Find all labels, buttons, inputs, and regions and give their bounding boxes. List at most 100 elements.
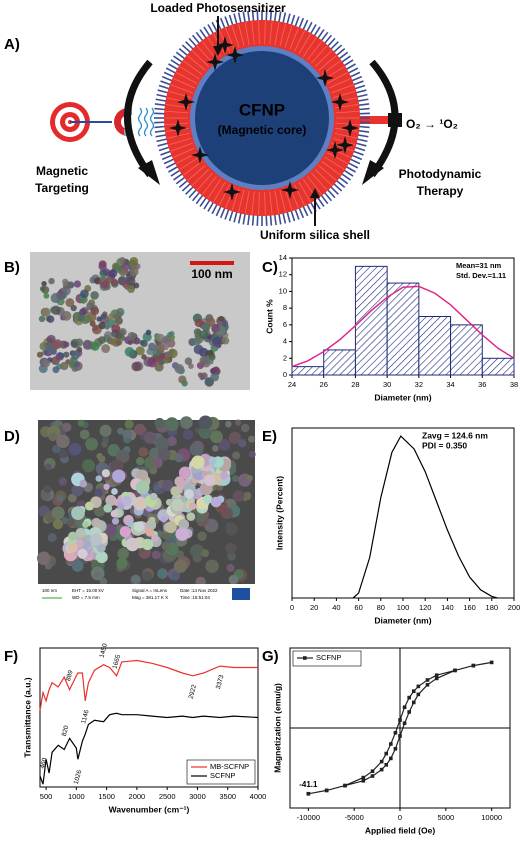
sem-grain bbox=[52, 444, 61, 454]
shell-texture bbox=[318, 165, 337, 181]
data-point bbox=[407, 710, 411, 714]
sem-grain bbox=[205, 559, 219, 574]
photosensitizer-star bbox=[336, 136, 354, 154]
x-tick-label: 24 bbox=[288, 380, 296, 389]
sem-info: Mag = 381.17 K X bbox=[132, 595, 168, 600]
tem-particle bbox=[163, 356, 171, 364]
data-point bbox=[393, 731, 398, 735]
tem-particle bbox=[101, 344, 111, 354]
silica-spike bbox=[155, 133, 168, 138]
sem-particle bbox=[110, 510, 119, 518]
shell-texture bbox=[335, 110, 359, 114]
photosensitizer-star bbox=[191, 146, 209, 164]
sem-grain bbox=[138, 447, 149, 457]
tem-particle bbox=[96, 316, 102, 322]
shell-texture bbox=[284, 25, 293, 48]
tem-particle bbox=[80, 289, 89, 299]
tem-particle bbox=[129, 256, 139, 266]
sem-grain bbox=[48, 432, 58, 442]
silica-spike bbox=[251, 10, 255, 23]
sem-grain bbox=[226, 563, 235, 572]
data-point bbox=[370, 769, 375, 773]
shell-texture bbox=[298, 33, 311, 55]
peak-label: 889 bbox=[65, 669, 75, 682]
shell-texture bbox=[173, 147, 195, 158]
tem-particle bbox=[41, 307, 51, 317]
shell-texture bbox=[327, 152, 348, 164]
sem-grain bbox=[210, 430, 223, 444]
silica-spike bbox=[233, 13, 238, 26]
peak-label: 460 bbox=[39, 757, 49, 770]
tem-particle bbox=[158, 360, 164, 366]
sem-grain bbox=[68, 442, 82, 456]
sem-grain bbox=[225, 542, 237, 555]
shell-texture bbox=[294, 184, 305, 206]
y-tick-label: 14 bbox=[279, 253, 287, 262]
tem-particle bbox=[108, 337, 117, 346]
sem-particle bbox=[186, 512, 196, 521]
sem-grain bbox=[241, 423, 250, 433]
sem-grain bbox=[58, 477, 67, 486]
peak-label: 1450 bbox=[99, 642, 110, 658]
photosensitizer-star bbox=[223, 183, 241, 201]
shell-texture bbox=[179, 156, 200, 170]
silica-spike bbox=[165, 67, 178, 75]
sem-particle bbox=[149, 492, 158, 501]
photosensitizer-star bbox=[281, 181, 299, 199]
sem-particle bbox=[220, 471, 229, 480]
data-point bbox=[425, 683, 430, 687]
histogram-bar bbox=[481, 357, 515, 376]
silica-spike bbox=[155, 98, 168, 103]
silica-spike bbox=[323, 34, 333, 45]
tem-particle bbox=[135, 346, 145, 356]
shell-texture bbox=[170, 84, 193, 94]
tem-particle bbox=[65, 298, 75, 307]
data-point bbox=[398, 718, 402, 722]
sem-grain bbox=[189, 442, 204, 457]
data-point bbox=[384, 763, 389, 767]
sem-grain bbox=[61, 517, 69, 525]
tem-particle bbox=[100, 313, 107, 320]
sem-particle bbox=[83, 540, 92, 549]
tem-particle bbox=[124, 284, 130, 290]
shell-texture bbox=[168, 138, 191, 146]
sem-grain bbox=[248, 450, 256, 458]
y-tick-label: 12 bbox=[279, 270, 287, 279]
data-point bbox=[402, 705, 407, 709]
shell-texture bbox=[327, 72, 348, 84]
sem-particle bbox=[119, 526, 131, 538]
tem-particle bbox=[98, 321, 106, 330]
annotation: PDI = 0.350 bbox=[422, 440, 467, 450]
data-point bbox=[306, 791, 311, 796]
data-point bbox=[370, 774, 375, 778]
sem-info: WD = 7.5 mm bbox=[72, 595, 100, 600]
tem-particle bbox=[61, 310, 72, 321]
sem-grain bbox=[94, 571, 101, 578]
x-tick-label: 0 bbox=[290, 603, 294, 612]
sem-particle bbox=[178, 466, 192, 480]
silica-spike bbox=[195, 193, 205, 205]
data-point bbox=[489, 660, 494, 665]
shell-texture bbox=[289, 27, 299, 50]
tem-particle bbox=[70, 340, 78, 348]
tem-particle bbox=[202, 356, 211, 365]
shell-label: Uniform silica shell bbox=[260, 228, 370, 242]
data-point bbox=[425, 678, 430, 682]
tem-particle bbox=[133, 282, 140, 289]
histogram-bar bbox=[418, 316, 452, 376]
y-tick-label: 6 bbox=[283, 320, 287, 329]
silica-spike bbox=[323, 191, 333, 202]
sem-particle bbox=[96, 543, 106, 553]
sem-info: EHT = 15.00 kV bbox=[72, 588, 104, 593]
annotation: -41.1 bbox=[299, 780, 318, 789]
panel-label: B) bbox=[4, 259, 20, 276]
shell-texture bbox=[274, 190, 280, 214]
silica-spike bbox=[195, 31, 205, 43]
x-tick-label: 200 bbox=[508, 603, 520, 612]
tem-particle bbox=[178, 375, 187, 384]
silica-spike bbox=[277, 212, 282, 225]
magnetic-core bbox=[195, 51, 329, 185]
sem-grain bbox=[167, 436, 177, 447]
photosensitizer-star bbox=[326, 141, 344, 159]
left-label: Targeting bbox=[35, 181, 89, 195]
